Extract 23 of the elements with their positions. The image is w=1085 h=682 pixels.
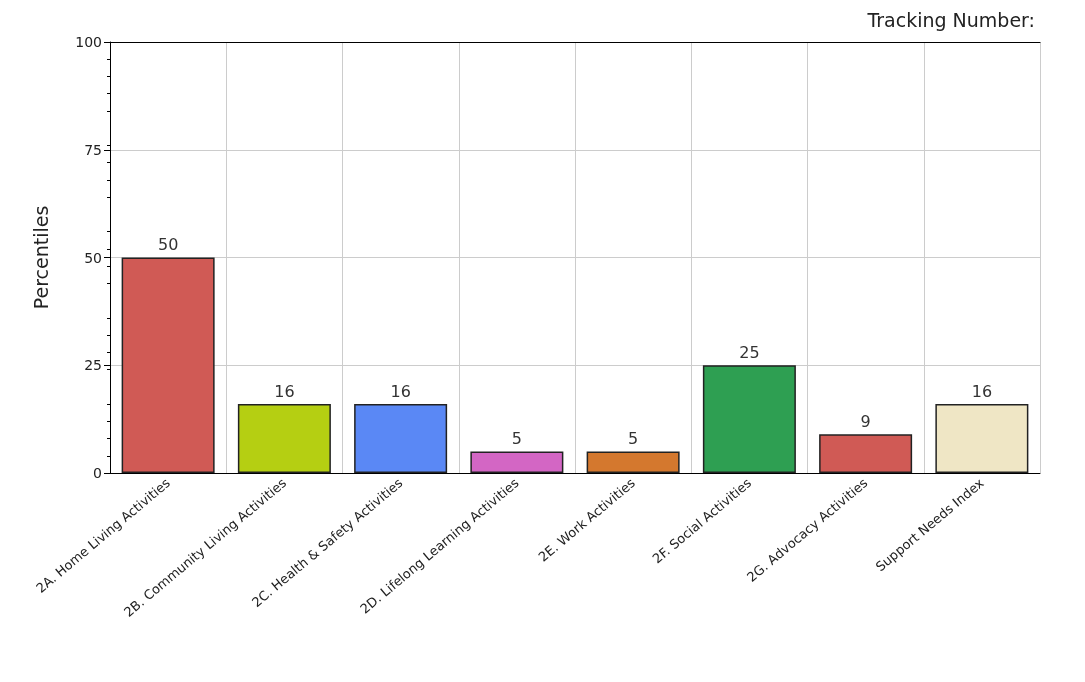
bar	[819, 434, 913, 473]
bar	[586, 451, 680, 473]
data-label: 16	[971, 381, 993, 401]
y-tick-label: 75	[84, 141, 102, 158]
y-tick-label: 100	[75, 34, 102, 50]
data-label: 16	[274, 381, 295, 401]
data-label: 16	[390, 381, 411, 401]
data-label: 5	[628, 428, 639, 448]
bar	[470, 451, 564, 473]
chart-title: Tracking Number:	[866, 8, 1035, 31]
data-label: 5	[511, 428, 522, 448]
data-label: 25	[739, 342, 760, 362]
y-axis-title: Percentiles	[29, 205, 52, 310]
data-label: 9	[860, 411, 871, 431]
bar	[121, 257, 215, 473]
data-label: 50	[157, 235, 179, 254]
bar	[237, 404, 331, 473]
y-tick-label: 25	[84, 357, 102, 374]
y-tick-label: 0	[93, 465, 102, 481]
bar	[702, 365, 796, 473]
bar	[354, 404, 448, 473]
bar	[935, 404, 1029, 473]
y-tick-label: 50	[84, 249, 102, 266]
